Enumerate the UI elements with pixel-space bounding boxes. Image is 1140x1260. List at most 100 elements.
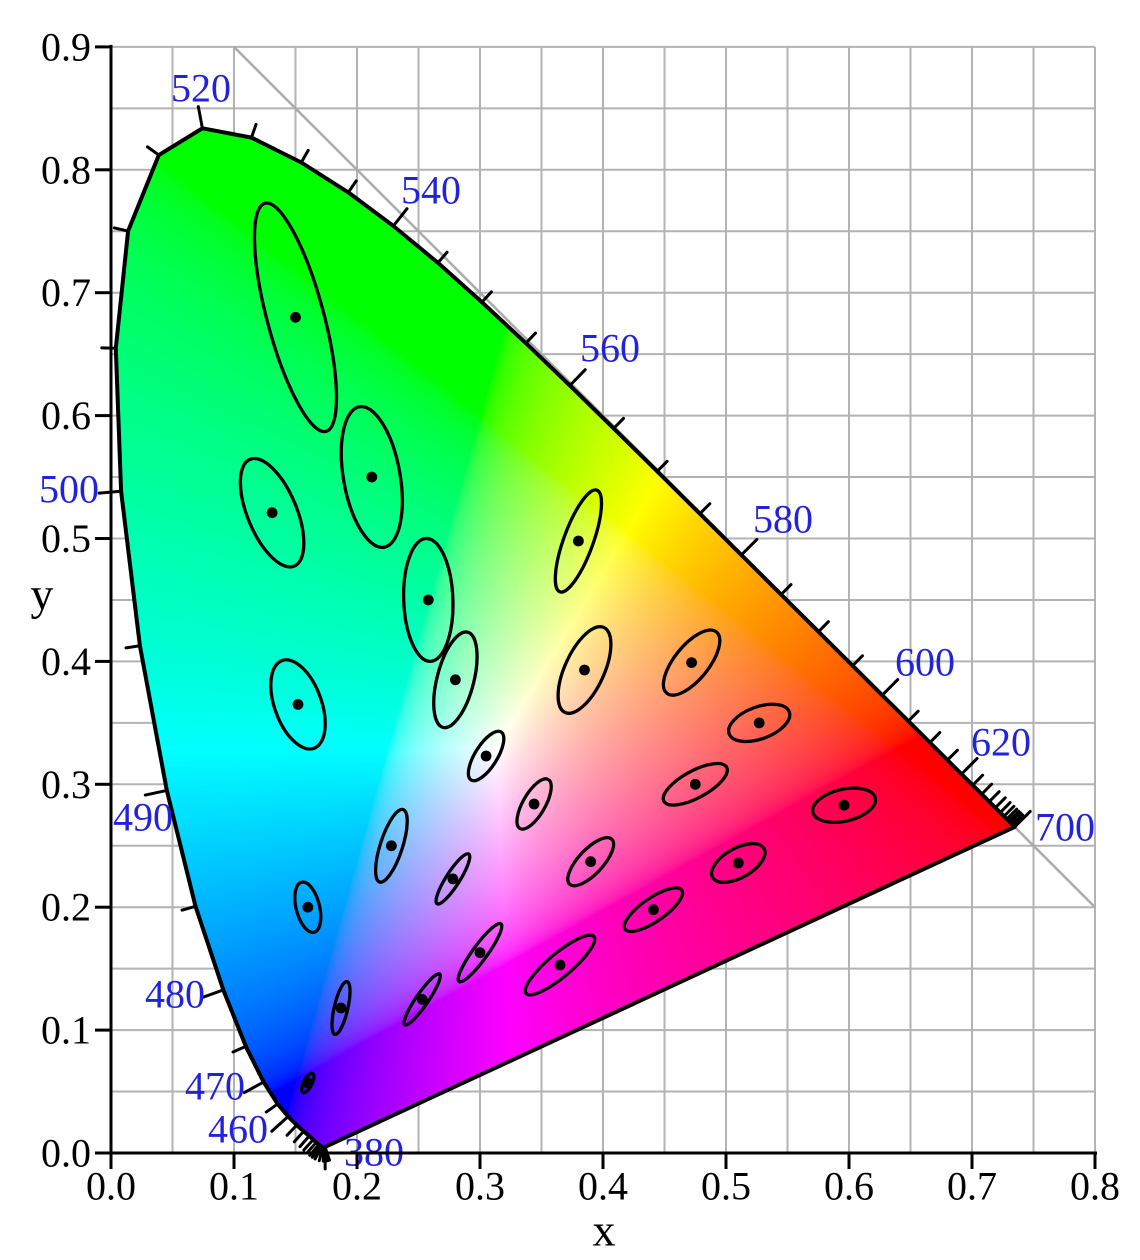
macadam-ellipse-18 [709, 841, 767, 885]
wavelength-tick-480 [201, 988, 225, 999]
macadam-ellipse-9 [432, 630, 479, 730]
ellipse-center-dot-23 [447, 873, 459, 885]
ellipse-center-dot-22 [648, 904, 659, 916]
wavelength-tick-435 [305, 1140, 318, 1155]
wavelength-tick-530 [299, 148, 310, 165]
x-tick-label: 0.8 [1070, 1164, 1120, 1209]
macadam-ellipse-14 [556, 625, 613, 715]
wavelength-tick-475 [231, 1044, 248, 1054]
x-tick-label: 0.2 [332, 1164, 382, 1209]
ellipse-center-dot-10 [573, 535, 584, 547]
macadam-ellipse-25 [523, 933, 597, 997]
wavelength-tick-645 [998, 801, 1012, 815]
macadam-ellipse-6 [339, 404, 404, 550]
wavelength-tick-455 [285, 1123, 299, 1137]
wavelength-tick-525 [249, 122, 258, 140]
macadam-ellipse-21 [566, 836, 616, 888]
wavelength-tick-700 [1013, 809, 1032, 829]
macadam-ellipse-group-22 [622, 886, 685, 934]
wavelength-tick-515 [146, 145, 161, 157]
wavelength-tick-485 [180, 904, 198, 912]
ellipse-center-dot-25 [554, 959, 566, 971]
wavelength-tick-465 [264, 1102, 280, 1114]
macadam-ellipse-5 [238, 456, 306, 569]
y-tick-label: 0.5 [41, 516, 91, 561]
wavelength-tick-665 [1008, 811, 1022, 825]
ellipse-center-dot-11 [302, 901, 314, 913]
wavelength-tick-450 [292, 1129, 306, 1144]
x-tick-label: 0.0 [86, 1164, 136, 1209]
y-axis-title: y [31, 569, 54, 620]
wavelength-tick-660 [1007, 809, 1021, 823]
macadam-ellipse-group-14 [556, 625, 613, 715]
wavelength-tick-535 [346, 179, 358, 194]
wavelength-tick-640 [993, 796, 1007, 810]
wavelength-tick-565 [612, 416, 626, 430]
ellipse-center-dot-7 [422, 594, 434, 606]
macadam-ellipse-group-7 [401, 536, 455, 664]
wavelength-tick-655 [1005, 807, 1019, 821]
wavelength-label-480: 480 [145, 972, 205, 1017]
x-tick-label: 0.4 [578, 1164, 628, 1209]
wavelength-tick-445 [298, 1134, 311, 1149]
macadam-ellipse-group-12 [373, 807, 409, 884]
macadam-ellipse-22 [622, 886, 685, 934]
ellipse-center-dot-4 [290, 311, 301, 323]
wavelength-label-600: 600 [895, 640, 955, 685]
wavelength-tick-495 [124, 644, 142, 650]
wavelength-label-700: 700 [1035, 805, 1095, 850]
macadam-ellipse-group-20 [515, 777, 553, 831]
macadam-ellipse-10 [553, 488, 604, 594]
y-tick-label: 0.2 [41, 885, 91, 930]
wavelength-tick-590 [816, 620, 830, 634]
x-tick-label: 0.7 [947, 1164, 997, 1209]
wavelength-tick-555 [524, 331, 538, 345]
wavelength-tick-540 [391, 207, 409, 228]
wavelength-label-470: 470 [185, 1064, 245, 1109]
wavelength-tick-630 [980, 782, 994, 796]
ellipse-center-dot-2 [335, 1002, 347, 1014]
wavelength-tick-440 [302, 1138, 315, 1152]
y-tick-label: 0.7 [41, 270, 91, 315]
macadam-ellipse-7 [401, 536, 455, 664]
wavelength-tick-650 [1002, 804, 1016, 818]
ellipse-center-dot-15 [686, 657, 697, 668]
wavelength-tick-570 [655, 459, 669, 473]
wavelength-tick-490 [143, 788, 169, 797]
x-axis-title: x [593, 1205, 616, 1256]
macadam-ellipse-23 [434, 852, 472, 906]
macadam-ellipse-2 [330, 979, 352, 1037]
wavelength-tick-520 [196, 105, 204, 130]
ellipse-center-dot-17 [689, 778, 701, 790]
macadam-ellipse-15 [661, 628, 722, 697]
ellipse-center-dot-16 [753, 717, 765, 729]
macadam-ellipse-19 [811, 786, 878, 825]
ellipse-center-dot-12 [386, 840, 397, 852]
y-tick-label: 0.3 [41, 762, 91, 807]
ellipse-center-dot-3 [416, 994, 428, 1005]
spectral-locus-outline [113, 126, 1017, 1150]
x-tick-label: 0.1 [209, 1164, 259, 1209]
ellipse-center-dot-1 [302, 1077, 314, 1089]
x-tick-label: 0.5 [701, 1164, 751, 1209]
macadam-ellipse-group-2 [330, 979, 352, 1037]
y-tick-label: 0.0 [41, 1131, 91, 1176]
wavelength-label-520: 520 [171, 66, 231, 111]
wavelength-tick-610 [928, 731, 942, 745]
macadam-ellipse-group-21 [566, 836, 616, 888]
ellipse-center-dot-8 [292, 699, 304, 710]
macadam-ellipse-16 [726, 702, 792, 744]
macadam-ellipse-11 [293, 880, 323, 935]
ellipse-center-dot-24 [474, 947, 486, 959]
ellipse-center-dot-20 [528, 798, 540, 810]
wavelength-tick-550 [480, 290, 493, 304]
wavelength-label-500: 500 [39, 467, 99, 512]
y-tick-label: 0.1 [41, 1008, 91, 1053]
y-tick-label: 0.9 [41, 24, 91, 69]
macadam-ellipse-8 [269, 658, 327, 751]
wavelength-tick-580 [739, 537, 759, 557]
wavelength-tick-510 [112, 226, 130, 233]
macadam-ellipse-group-24 [456, 921, 504, 984]
